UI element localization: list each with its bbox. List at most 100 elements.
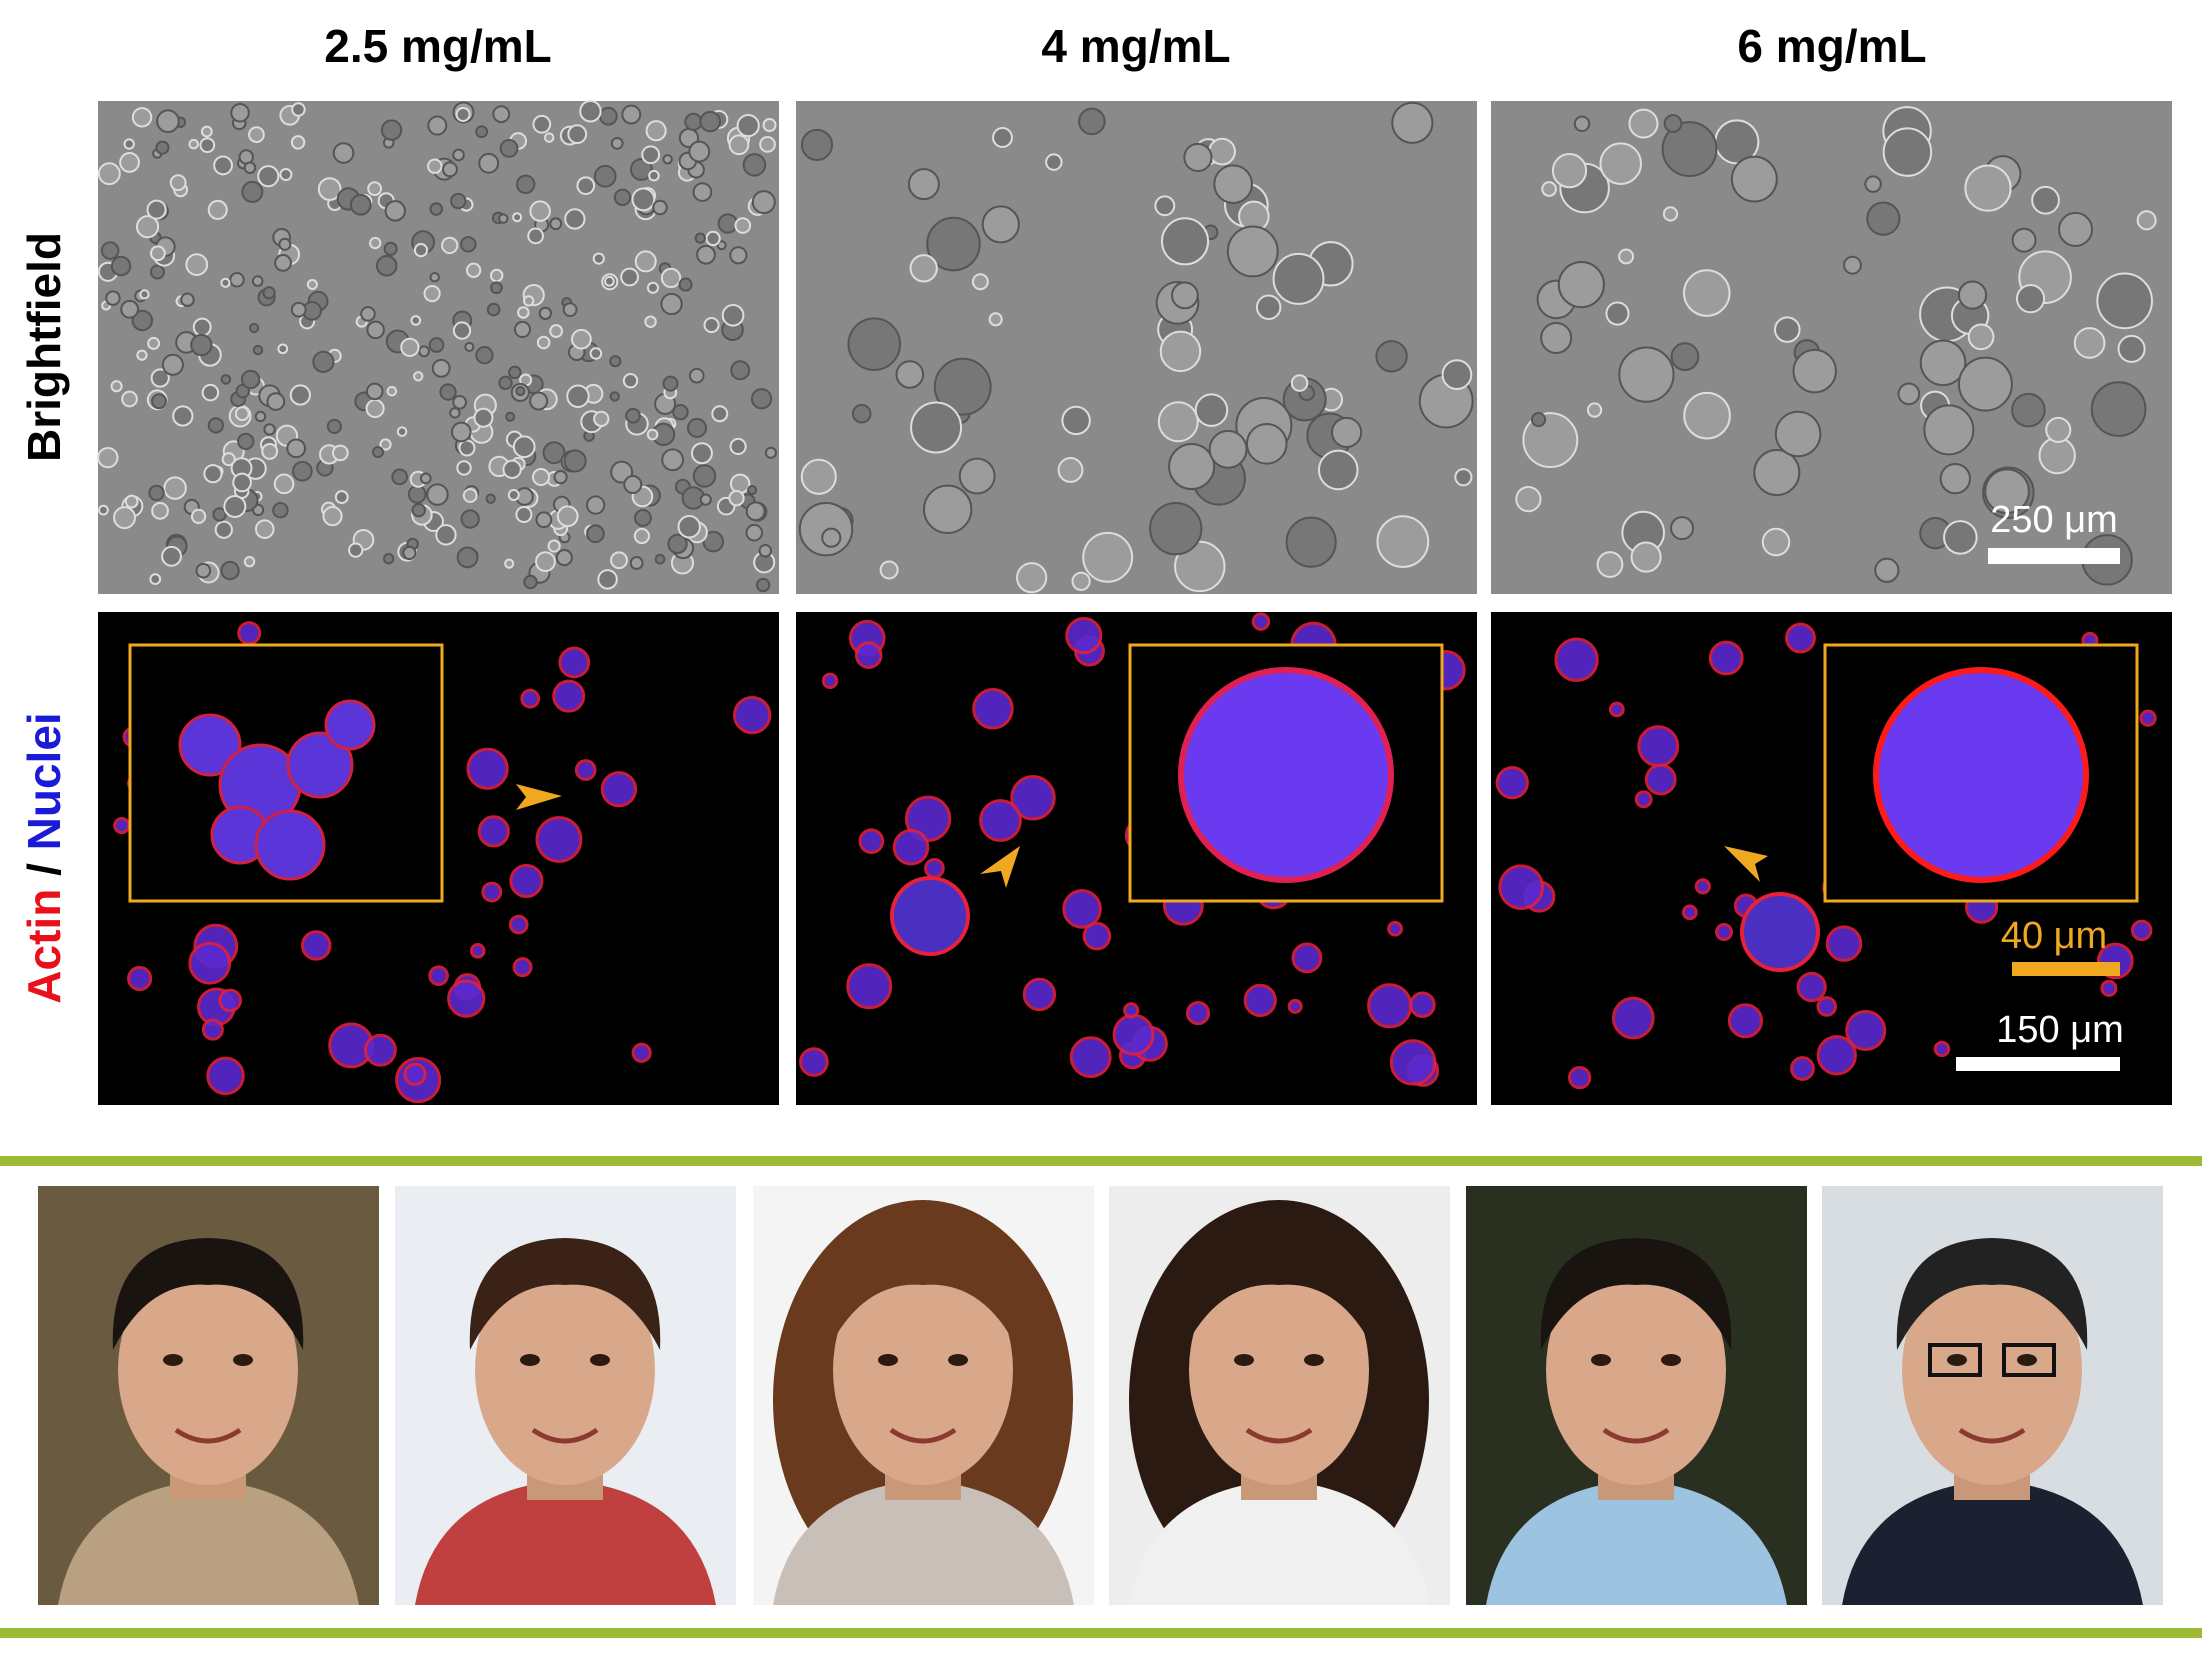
cell: [645, 120, 667, 142]
cell: [1618, 248, 1635, 265]
cell: [851, 403, 872, 424]
hair: [1540, 1238, 1732, 1350]
cell: [597, 569, 618, 590]
cell: [201, 383, 220, 402]
face: [118, 1255, 298, 1485]
cell: [1608, 701, 1625, 718]
hair: [469, 1238, 661, 1350]
cell: [661, 448, 685, 472]
cell: [512, 435, 536, 459]
cell: [466, 747, 509, 790]
cell: [423, 284, 441, 303]
cell: [221, 452, 236, 467]
cell: [365, 398, 385, 419]
cell: [1630, 541, 1662, 573]
cell: [498, 375, 513, 391]
cell: [200, 125, 213, 138]
cell: [644, 315, 657, 328]
cell: [262, 286, 276, 300]
cell: [403, 1062, 427, 1086]
cell: [379, 438, 392, 451]
cell: [981, 205, 1020, 244]
cell: [1708, 640, 1744, 676]
cell: [1554, 637, 1599, 682]
glasses: [2002, 1343, 2056, 1377]
eye: [1661, 1354, 1681, 1366]
cell: [234, 406, 250, 422]
cell: [1790, 1056, 1815, 1081]
brightfield-panel: [796, 101, 1477, 594]
cell: [252, 344, 264, 356]
cell: [904, 795, 952, 842]
inset-cell: [1873, 667, 2089, 883]
cell: [1057, 457, 1084, 483]
cell: [105, 290, 121, 306]
cell: [532, 114, 552, 134]
inset-cell: [178, 713, 242, 777]
cell: [212, 507, 227, 522]
cell: [1825, 925, 1863, 962]
cell: [2073, 327, 2106, 359]
cell: [113, 816, 131, 835]
cell: [180, 292, 195, 307]
cell: [2015, 284, 2046, 314]
cell: [1082, 531, 1134, 583]
inset-cell: [254, 809, 326, 881]
cell: [1661, 121, 1718, 178]
cell: [121, 390, 138, 408]
mouth: [174, 1427, 242, 1444]
cell: [1285, 516, 1337, 568]
cell: [705, 230, 721, 247]
cell: [847, 317, 902, 371]
cell: [730, 360, 751, 381]
cell: [529, 200, 551, 222]
cell: [2090, 381, 2147, 437]
cell: [243, 161, 257, 175]
cell: [151, 501, 169, 520]
cell: [1061, 405, 1091, 436]
cell: [717, 213, 738, 234]
cell: [136, 349, 148, 361]
cell: [623, 475, 643, 495]
cell: [139, 289, 150, 300]
cell: [609, 391, 620, 402]
brightfield-panel: [1491, 101, 2172, 594]
cell: [2139, 709, 2157, 727]
cell: [214, 520, 233, 539]
eye: [948, 1354, 968, 1366]
cell: [1194, 393, 1229, 427]
row-label: Actin / Nuclei: [18, 712, 70, 1003]
cell: [456, 546, 479, 569]
cell: [1157, 401, 1199, 443]
cell: [988, 312, 1003, 327]
cell: [1367, 983, 1413, 1029]
cell: [456, 460, 472, 476]
cell: [547, 539, 561, 553]
cell: [365, 382, 384, 401]
cell: [127, 965, 153, 992]
cell: [481, 881, 503, 903]
fluorescence-panel: [98, 612, 779, 1105]
glasses: [1928, 1343, 1982, 1377]
cell: [1816, 1035, 1857, 1076]
cell: [396, 426, 408, 437]
cell: [383, 241, 398, 256]
cell: [646, 281, 660, 294]
cell: [1774, 410, 1822, 458]
cell: [419, 472, 432, 485]
cell: [1670, 342, 1700, 372]
arrowhead: [516, 784, 562, 810]
cell: [286, 438, 306, 459]
mouth: [1958, 1427, 2026, 1444]
portrait: [38, 1186, 379, 1605]
cell: [455, 106, 471, 123]
cell: [278, 237, 292, 251]
cell: [1387, 920, 1403, 937]
eye: [1304, 1354, 1324, 1366]
cell: [490, 281, 503, 295]
cell: [1599, 142, 1642, 185]
cell: [241, 180, 264, 203]
cell: [349, 194, 372, 216]
cell: [223, 494, 247, 518]
cell: [646, 428, 659, 441]
